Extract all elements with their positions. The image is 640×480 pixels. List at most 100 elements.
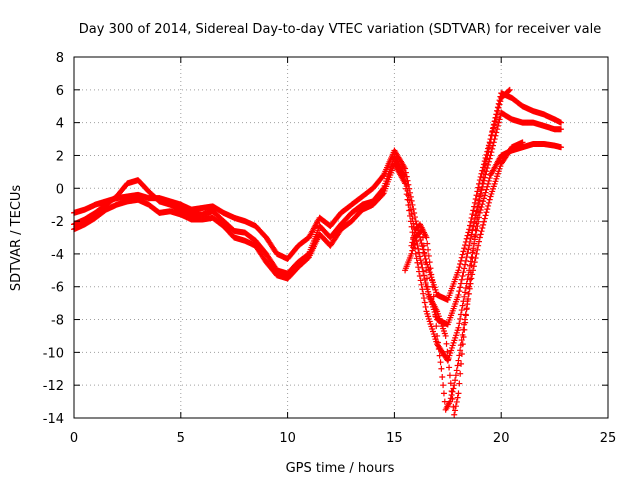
x-tick-label: 5 [177, 431, 185, 446]
data-point [454, 394, 461, 401]
data-point [484, 152, 491, 159]
data-point [466, 238, 473, 245]
data-point [494, 122, 501, 129]
y-tick-label: 4 [56, 117, 64, 132]
data-point [469, 211, 476, 218]
data-point [411, 241, 418, 248]
data-point [558, 144, 565, 151]
data-point [442, 332, 449, 339]
data-point [455, 324, 462, 331]
data-point [492, 132, 499, 139]
data-point [471, 199, 478, 206]
data-point [492, 117, 499, 124]
data-point [452, 403, 459, 410]
data-point [417, 277, 424, 284]
data-point [473, 220, 480, 227]
data-point [465, 229, 472, 236]
data-point [481, 168, 488, 175]
data-point [490, 124, 497, 131]
data-point [453, 367, 460, 374]
data-point [410, 244, 417, 251]
data-point [465, 290, 472, 297]
data-point [445, 356, 452, 363]
data-point [402, 165, 409, 172]
data-point [496, 101, 503, 108]
data-point [403, 191, 410, 198]
data-point [477, 231, 484, 238]
series-trace-4 [408, 139, 526, 413]
data-point [446, 364, 453, 371]
data-point [479, 225, 486, 232]
data-point [489, 127, 496, 134]
axis-ticks: 0 5 10 15 20 25 -14 -12 -10 -8 -6 -4 -2 0 2 4 6 8 [43, 51, 617, 446]
data-point [459, 251, 466, 258]
data-point [459, 302, 466, 309]
data-point [457, 370, 464, 377]
data-point [474, 188, 481, 195]
data-point [455, 390, 462, 397]
x-tick-label: 20 [493, 431, 510, 446]
data-point [468, 231, 475, 238]
data-point [459, 341, 466, 348]
data-point [472, 196, 479, 203]
data-point [440, 382, 447, 389]
data-point [480, 218, 487, 225]
data-point [482, 160, 489, 167]
data-point [461, 245, 468, 252]
data-point [441, 398, 448, 405]
data-point [435, 346, 442, 353]
data-point [454, 362, 461, 369]
data-point [408, 223, 415, 230]
data-point [460, 269, 467, 276]
data-point [506, 86, 513, 93]
data-point [460, 248, 467, 255]
data-point [476, 234, 483, 241]
data-point [480, 198, 487, 205]
data-point [458, 360, 465, 367]
data-point [476, 197, 483, 204]
data-point [472, 226, 479, 233]
data-point [519, 139, 526, 146]
data-point [468, 262, 475, 269]
data-point [486, 175, 493, 182]
data-point [419, 226, 426, 233]
data-point [462, 319, 469, 326]
data-point [470, 240, 477, 247]
data-point [416, 253, 423, 260]
data-point [493, 111, 500, 118]
data-point [468, 275, 475, 282]
series-trace-5 [402, 86, 513, 418]
data-point [461, 293, 468, 300]
data-point [485, 177, 492, 184]
data-point [456, 320, 463, 327]
data-point [467, 235, 474, 242]
data-point [488, 149, 495, 156]
data-point [481, 192, 488, 199]
data-point [402, 185, 409, 192]
data-point [418, 281, 425, 288]
data-point [494, 108, 501, 115]
data-point [462, 242, 469, 249]
data-point [379, 191, 386, 198]
data-point [423, 267, 430, 274]
data-point [404, 196, 411, 203]
y-tick-label: -2 [51, 215, 64, 230]
data-point [452, 407, 459, 414]
y-tick-label: -4 [51, 248, 64, 263]
data-point [483, 156, 490, 163]
data-point [484, 183, 491, 190]
data-point [462, 261, 469, 268]
data-point [480, 221, 487, 228]
data-point [461, 265, 468, 272]
data-point [487, 140, 494, 147]
data-point [486, 196, 493, 203]
data-point [490, 139, 497, 146]
data-point [455, 357, 462, 364]
data-point [467, 269, 474, 276]
data-point [475, 184, 482, 191]
data-point [470, 207, 477, 214]
data-point [465, 246, 472, 253]
data-point [486, 155, 493, 162]
data-point [447, 380, 454, 387]
